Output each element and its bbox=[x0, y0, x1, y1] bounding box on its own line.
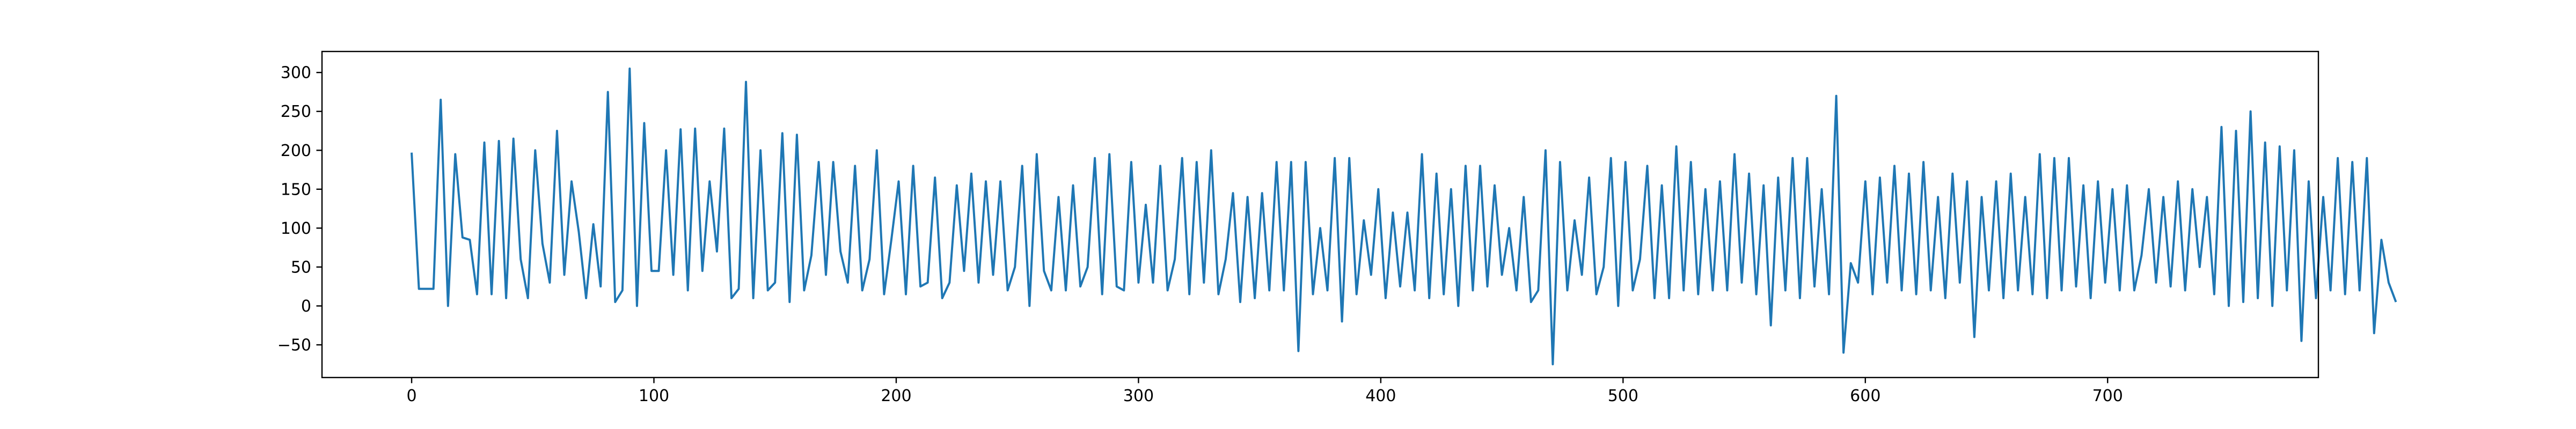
y-tick-label: 50 bbox=[291, 258, 311, 277]
axes: 0 100 200 300 400 500 600 700 −50 0 50 100 150 200 250… bbox=[277, 50, 2319, 405]
x-tick-label: 0 bbox=[406, 387, 416, 405]
y-tick-label: −50 bbox=[277, 336, 311, 355]
x-tick-label: 100 bbox=[639, 387, 669, 405]
x-tick-label: 700 bbox=[2092, 387, 2123, 405]
y-tick-label: 0 bbox=[301, 297, 311, 316]
plot-area bbox=[411, 67, 2397, 366]
y-tick-label: 250 bbox=[281, 102, 311, 121]
x-tick-label: 500 bbox=[1608, 387, 1638, 405]
y-tick-label: 300 bbox=[281, 64, 311, 83]
y-tick-label: 100 bbox=[281, 219, 311, 238]
x-tick-label: 200 bbox=[881, 387, 911, 405]
x-tick-label: 600 bbox=[1850, 387, 1880, 405]
axes-frame bbox=[321, 50, 2319, 379]
x-tick-label: 400 bbox=[1365, 387, 1396, 405]
y-tick-label: 200 bbox=[281, 142, 311, 160]
y-tick-label: 150 bbox=[281, 180, 311, 199]
x-tick-label: 300 bbox=[1123, 387, 1154, 405]
series-line bbox=[411, 67, 2397, 366]
